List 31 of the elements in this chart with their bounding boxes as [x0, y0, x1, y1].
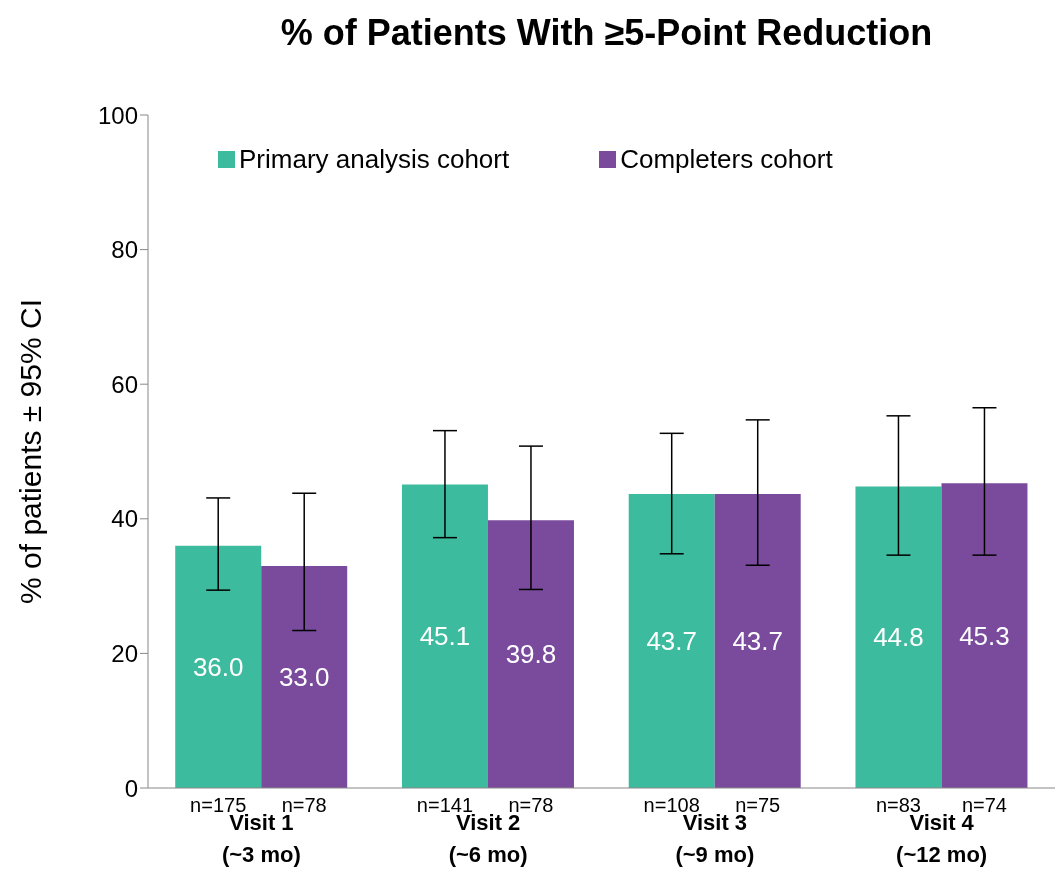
chart-title: % of Patients With ≥5-Point Reduction — [279, 11, 934, 53]
y-tick-label: 60 — [111, 370, 138, 398]
y-axis-title: % of patients ± 95% CI — [13, 299, 47, 604]
bar — [628, 493, 715, 788]
text: n=78 — [281, 794, 327, 816]
legend-label: Completers cohort — [619, 144, 833, 175]
bar — [714, 493, 801, 788]
text: n=78 — [508, 794, 554, 816]
data-label: 45.1 — [419, 621, 471, 652]
y-tick-label: 0 — [124, 774, 138, 802]
bar — [175, 545, 262, 788]
data-label: 44.8 — [873, 622, 924, 653]
y-tick-label: 100 — [97, 101, 138, 129]
data-label: 33.0 — [278, 661, 330, 692]
bar — [487, 520, 574, 788]
data-label: 39.8 — [505, 639, 557, 670]
data-label: 36.0 — [192, 651, 244, 682]
data-label: 43.7 — [646, 625, 698, 656]
data-label: 43.7 — [732, 625, 784, 656]
text: n=75 — [735, 794, 781, 816]
legend-label: Primary analysis cohort — [238, 144, 510, 175]
y-tick-label: 40 — [111, 505, 138, 533]
bar — [401, 484, 488, 788]
bar — [941, 483, 1028, 788]
text: n=74 — [961, 794, 1007, 816]
bar — [855, 486, 942, 788]
text: n=83 — [875, 794, 921, 816]
bar — [261, 565, 348, 788]
y-tick-label: 20 — [111, 639, 138, 667]
data-label: 45.3 — [959, 620, 1010, 651]
y-tick-label: 80 — [111, 236, 138, 264]
